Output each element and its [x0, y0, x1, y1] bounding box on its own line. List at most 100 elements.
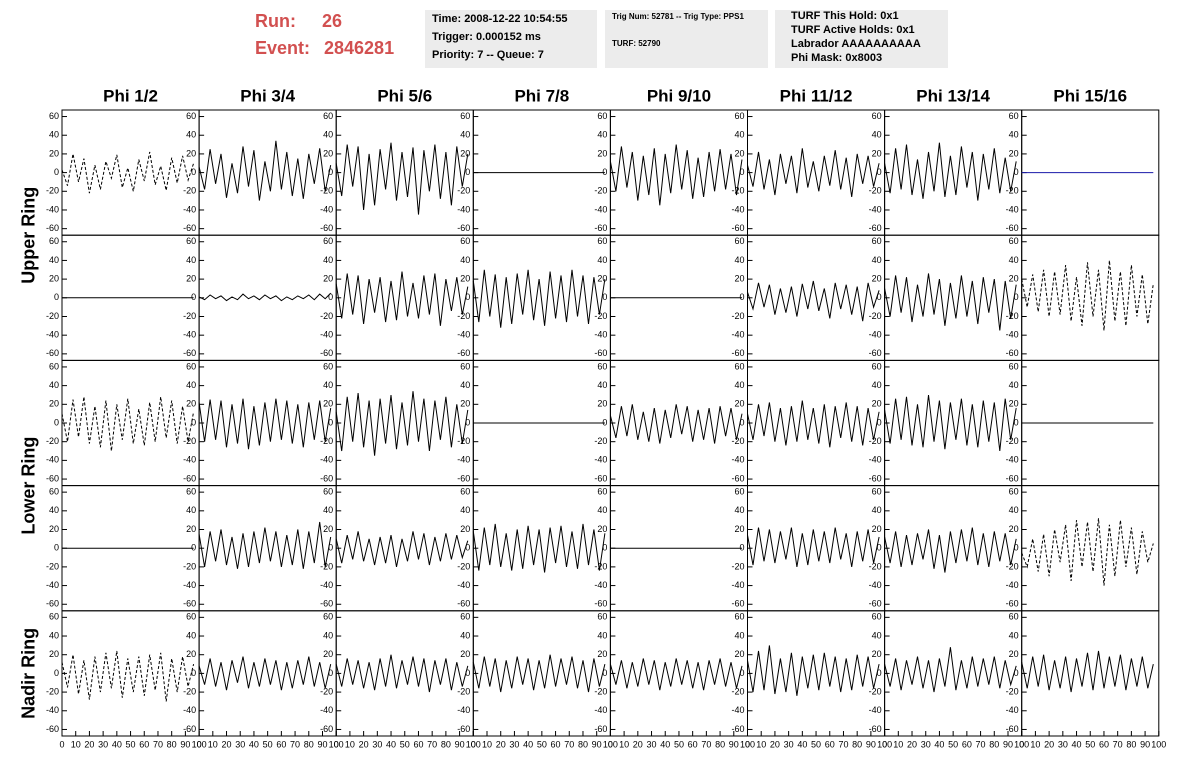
x-tick-label: 100 [192, 739, 207, 749]
x-tick-label: 10 [619, 739, 629, 749]
y-tick-label: 0 [191, 668, 196, 678]
x-tick-label: 30 [98, 739, 108, 749]
waveform [609, 144, 743, 206]
y-tick-label: -60 [1006, 599, 1019, 609]
y-tick-label: 40 [460, 505, 470, 515]
x-tick-label: 30 [235, 739, 245, 749]
y-tick-label: 60 [323, 612, 333, 622]
y-tick-label: -40 [320, 204, 333, 214]
y-tick-label: 40 [597, 380, 607, 390]
y-tick-label: -40 [731, 705, 744, 715]
x-tick-label: 10 [482, 739, 492, 749]
x-tick-label: 50 [263, 739, 273, 749]
x-tick-label: 80 [304, 739, 314, 749]
info-line: Labrador AAAAAAAAAA [791, 38, 921, 50]
x-tick-label: 80 [989, 739, 999, 749]
y-tick-label: 40 [49, 380, 59, 390]
x-tick-label: 50 [948, 739, 958, 749]
y-tick-label: 60 [460, 612, 470, 622]
x-tick-label: 30 [372, 739, 382, 749]
y-tick-label: -40 [869, 204, 882, 214]
y-tick-label: -20 [731, 311, 744, 321]
y-tick-label: 0 [602, 543, 607, 553]
x-tick-label: 20 [633, 739, 643, 749]
y-tick-label: -60 [183, 223, 196, 233]
y-tick-label: 40 [597, 255, 607, 265]
info-box [425, 10, 597, 68]
x-tick-label: 20 [359, 739, 369, 749]
y-tick-label: -40 [320, 455, 333, 465]
waveform [884, 527, 1017, 573]
y-tick-label: 0 [602, 668, 607, 678]
waveform [472, 523, 606, 573]
y-tick-label: 60 [186, 236, 196, 246]
y-tick-label: -60 [46, 348, 59, 358]
y-tick-label: -20 [731, 436, 744, 446]
y-tick-label: 60 [323, 487, 333, 497]
y-tick-label: 40 [734, 380, 744, 390]
y-tick-label: -60 [457, 724, 470, 734]
waveform [198, 521, 332, 569]
x-tick-label: 0 [197, 739, 202, 749]
y-tick-label: 0 [602, 417, 607, 427]
y-tick-label: -40 [457, 330, 470, 340]
y-tick-label: -20 [594, 186, 607, 196]
y-tick-label: 20 [460, 524, 470, 534]
y-tick-label: 0 [877, 543, 882, 553]
y-tick-label: -40 [594, 705, 607, 715]
x-tick-label: 10 [345, 739, 355, 749]
y-tick-label: -60 [594, 223, 607, 233]
y-tick-label: -20 [869, 311, 882, 321]
waveform [1021, 518, 1154, 586]
y-tick-label: -60 [320, 223, 333, 233]
y-tick-label: -60 [457, 473, 470, 483]
y-tick-label: 20 [872, 273, 882, 283]
y-tick-label: -20 [46, 436, 59, 446]
y-tick-label: -20 [731, 561, 744, 571]
x-tick-label: 100 [603, 739, 618, 749]
y-tick-label: -60 [320, 473, 333, 483]
y-tick-label: 20 [597, 649, 607, 659]
y-tick-label: -60 [457, 348, 470, 358]
panel-frame [884, 610, 1023, 737]
y-tick-label: -20 [457, 186, 470, 196]
column-header: Phi 13/14 [916, 86, 990, 105]
y-tick-label: 40 [872, 130, 882, 140]
y-tick-label: 60 [734, 612, 744, 622]
y-tick-label: 40 [49, 505, 59, 515]
y-tick-label: -60 [869, 724, 882, 734]
y-tick-label: 0 [465, 417, 470, 427]
y-tick-label: -20 [1006, 311, 1019, 321]
y-tick-label: -60 [320, 348, 333, 358]
y-tick-label: -20 [594, 561, 607, 571]
y-tick-label: -60 [46, 599, 59, 609]
y-tick-label: 0 [1014, 668, 1019, 678]
y-tick-label: 0 [1014, 292, 1019, 302]
x-tick-label: 50 [126, 739, 136, 749]
y-tick-label: 40 [872, 505, 882, 515]
y-tick-label: 20 [186, 524, 196, 534]
y-tick-label: -60 [731, 724, 744, 734]
y-tick-label: -60 [183, 473, 196, 483]
info-line: Priority: 7 -- Queue: 7 [432, 49, 544, 61]
y-tick-label: 40 [597, 130, 607, 140]
y-tick-label: 20 [1009, 399, 1019, 409]
y-tick-label: 0 [328, 292, 333, 302]
y-tick-label: -20 [46, 186, 59, 196]
y-tick-label: -60 [594, 724, 607, 734]
x-tick-label: 40 [1072, 739, 1082, 749]
waveform [335, 142, 469, 215]
y-tick-label: 0 [54, 417, 59, 427]
x-tick-label: 80 [441, 739, 451, 749]
info-line: TURF: 52790 [612, 39, 661, 48]
y-tick-label: 60 [460, 111, 470, 121]
y-tick-label: 20 [872, 524, 882, 534]
y-tick-label: 20 [734, 273, 744, 283]
y-tick-label: -40 [1006, 580, 1019, 590]
x-tick-label: 60 [276, 739, 286, 749]
y-tick-label: 20 [323, 148, 333, 158]
y-tick-label: -20 [320, 686, 333, 696]
y-tick-label: 60 [49, 361, 59, 371]
y-tick-label: 40 [597, 630, 607, 640]
x-tick-label: 60 [962, 739, 972, 749]
